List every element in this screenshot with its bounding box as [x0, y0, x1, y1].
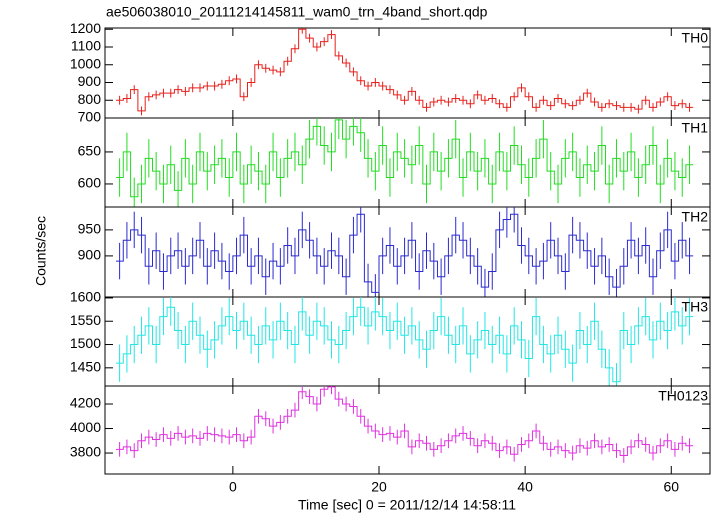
step-line: [115, 119, 694, 198]
panel-label: TH1: [682, 120, 709, 136]
x-tick-label: 20: [371, 479, 387, 495]
panel-data: [115, 118, 694, 207]
y-axis-label: Counts/sec: [33, 216, 49, 286]
y-tick-label: 800: [78, 91, 102, 107]
y-tick-label: 1100: [71, 38, 101, 54]
y-tick-label: 1600: [70, 289, 101, 305]
panel-data: [115, 297, 694, 386]
panel-label: TH0: [682, 30, 709, 46]
step-line: [115, 28, 694, 112]
panel-frame: [104, 206, 711, 298]
x-tick-label: 40: [517, 479, 533, 495]
panel-label: TH3: [682, 299, 709, 315]
y-tick-label: 1550: [70, 312, 101, 328]
y-tick-label: 4200: [70, 395, 101, 411]
y-tick-label: 900: [78, 73, 102, 89]
y-tick-label: 600: [78, 175, 102, 191]
y-tick-label: 1200: [70, 20, 101, 36]
panel-data: [115, 28, 694, 116]
y-tick-label: 3800: [70, 444, 101, 460]
x-axis-label: Time [sec] 0 = 2011/12/14 14:58:11: [298, 497, 516, 513]
y-tick-label: 950: [78, 221, 102, 237]
y-tick-label: 4000: [70, 419, 101, 435]
x-tick-label: 0: [229, 479, 237, 495]
y-tick-label: 650: [78, 143, 102, 159]
panel-frame: [104, 296, 711, 387]
panel-frame: [104, 385, 711, 475]
panel-data: [115, 386, 694, 463]
panel-label: TH0123: [658, 388, 708, 404]
panel-data: [115, 207, 694, 297]
y-tick-label: 1500: [70, 335, 101, 351]
chart-title: ae506038010_20111214145811_wam0_trn_4ban…: [106, 4, 488, 20]
x-tick-label: 60: [663, 479, 679, 495]
panel-frame: [104, 117, 711, 208]
step-line: [115, 386, 694, 456]
panel-label: TH2: [682, 209, 709, 225]
panel-frame: [104, 27, 711, 119]
y-tick-label: 1450: [70, 359, 101, 375]
y-tick-label: 900: [78, 247, 102, 263]
step-line: [115, 306, 694, 383]
y-tick-label: 1000: [70, 55, 101, 71]
step-line: [115, 213, 694, 293]
y-tick-label: 700: [78, 109, 102, 125]
